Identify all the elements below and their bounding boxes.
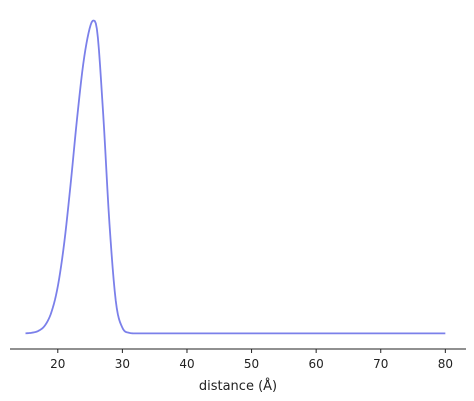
series-line-0 [25,19,446,335]
x-tick-label: 20 [50,357,65,371]
x-ticks: 20 30 40 50 60 70 80 [50,349,453,371]
x-axis-label: distance (Å) [199,378,277,394]
plot-series [25,19,446,335]
x-tick-label: 80 [438,357,453,371]
x-tick-label: 40 [179,357,194,371]
x-tick-label: 60 [309,357,324,371]
x-tick-label: 50 [244,357,259,371]
x-tick-label: 30 [115,357,130,371]
x-tick-label: 70 [373,357,388,371]
